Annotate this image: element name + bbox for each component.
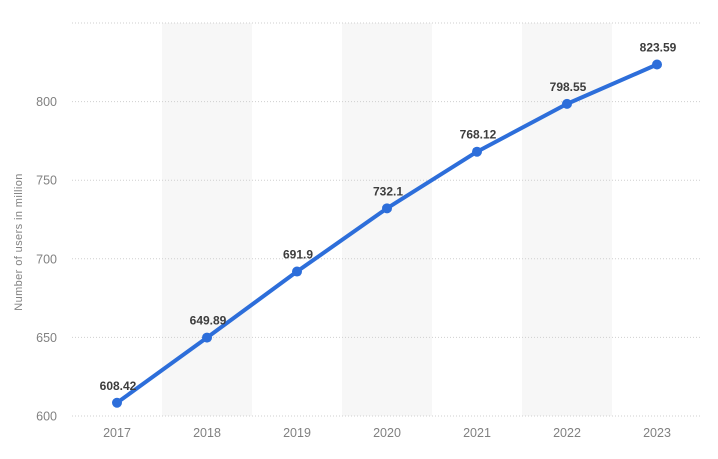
data-point[interactable] — [292, 266, 302, 277]
data-point-label: 823.59 — [640, 41, 677, 55]
x-tick-label: 2020 — [373, 426, 401, 440]
data-point-label: 768.12 — [460, 128, 497, 142]
background-band — [522, 23, 612, 416]
y-tick-label: 650 — [36, 331, 57, 345]
data-point[interactable] — [472, 146, 482, 157]
x-tick-label: 2017 — [103, 426, 131, 440]
x-tick-label: 2019 — [283, 426, 311, 440]
y-tick-label: 750 — [36, 174, 57, 188]
data-point[interactable] — [382, 203, 392, 214]
data-point-label: 798.55 — [550, 80, 587, 94]
data-point[interactable] — [652, 59, 662, 70]
y-axis-title: Number of users in million — [13, 173, 25, 311]
y-tick-label: 700 — [36, 252, 57, 266]
y-tick-label: 800 — [36, 95, 57, 109]
data-point[interactable] — [562, 98, 572, 109]
background-band — [342, 23, 432, 416]
data-point[interactable] — [112, 397, 122, 408]
x-tick-label: 2022 — [553, 426, 581, 440]
x-tick-label: 2021 — [463, 426, 491, 440]
x-tick-label: 2023 — [643, 426, 671, 440]
y-tick-label: 600 — [36, 410, 57, 424]
data-point[interactable] — [202, 332, 212, 343]
background-band — [162, 23, 252, 416]
data-point-label: 732.1 — [373, 184, 403, 198]
data-point-label: 691.9 — [283, 248, 313, 262]
data-point-label: 649.89 — [190, 314, 227, 328]
x-tick-label: 2018 — [193, 426, 221, 440]
data-point-label: 608.42 — [100, 379, 137, 393]
